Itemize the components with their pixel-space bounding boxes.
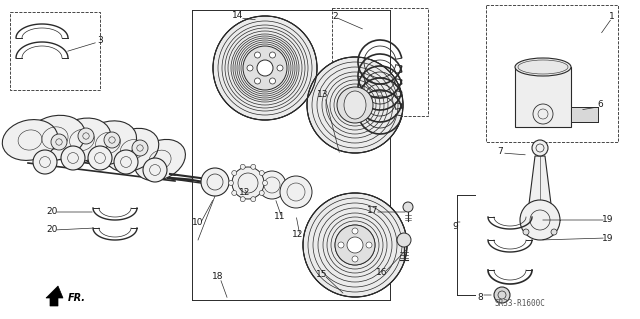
Circle shape [33,150,57,174]
Circle shape [255,52,260,58]
Circle shape [337,87,373,123]
Circle shape [352,228,358,234]
Circle shape [258,171,286,199]
Circle shape [132,140,148,156]
Text: 16: 16 [376,268,388,277]
Circle shape [251,197,256,202]
Circle shape [366,242,372,248]
Circle shape [255,78,260,84]
Text: 7: 7 [497,147,503,156]
Text: 19: 19 [602,215,614,224]
Text: 19: 19 [602,234,614,243]
Text: 12: 12 [239,188,251,197]
Text: 13: 13 [317,90,329,99]
Circle shape [232,171,237,175]
Circle shape [88,146,112,170]
Polygon shape [46,286,63,306]
Ellipse shape [53,118,111,162]
Circle shape [277,65,283,71]
Circle shape [494,287,510,303]
Circle shape [352,256,358,262]
Circle shape [232,167,264,199]
Bar [571,107,598,122]
Ellipse shape [134,139,186,181]
Circle shape [347,237,363,253]
Ellipse shape [25,115,85,161]
Text: 3: 3 [97,36,103,45]
Circle shape [228,181,234,186]
Ellipse shape [105,128,159,172]
Ellipse shape [344,91,366,119]
Circle shape [78,128,94,144]
Circle shape [51,134,67,150]
Circle shape [61,146,85,170]
Ellipse shape [515,58,571,76]
Text: 17: 17 [367,206,379,215]
Bar [10,12,100,90]
Text: 9: 9 [452,222,458,231]
Circle shape [259,171,264,175]
Text: 2: 2 [332,12,338,21]
Circle shape [114,150,138,174]
Text: 1: 1 [609,12,615,21]
Bar [486,5,618,142]
Circle shape [269,52,275,58]
Text: 6: 6 [597,100,603,109]
Text: 11: 11 [275,212,285,221]
Circle shape [243,46,287,90]
Text: FR.: FR. [68,293,86,303]
Circle shape [532,140,548,156]
Circle shape [338,242,344,248]
Text: 15: 15 [316,270,328,279]
Text: 10: 10 [192,218,204,227]
Circle shape [104,132,120,148]
Circle shape [523,229,529,235]
Circle shape [247,65,253,71]
Circle shape [257,60,273,76]
Circle shape [259,190,264,196]
Text: 18: 18 [212,272,224,281]
Text: 20: 20 [46,225,58,234]
Circle shape [520,200,560,240]
Text: SR33-R1600C: SR33-R1600C [495,299,545,308]
Text: 20: 20 [46,207,58,216]
Circle shape [303,193,407,297]
Circle shape [240,164,245,169]
Ellipse shape [3,120,58,160]
Circle shape [397,233,411,247]
Bar [332,8,428,116]
Polygon shape [528,156,552,228]
Circle shape [551,229,557,235]
Circle shape [251,164,256,169]
Circle shape [262,181,268,186]
Text: 8: 8 [477,293,483,302]
Circle shape [240,197,245,202]
Text: 12: 12 [292,230,304,239]
Circle shape [280,176,312,208]
Ellipse shape [79,121,136,165]
Bar [515,67,571,127]
Circle shape [213,16,317,120]
Circle shape [335,225,375,265]
Circle shape [269,78,275,84]
Circle shape [143,158,167,182]
Circle shape [307,57,403,153]
Circle shape [232,190,237,196]
Circle shape [403,202,413,212]
Text: 14: 14 [232,11,244,20]
Circle shape [201,168,229,196]
